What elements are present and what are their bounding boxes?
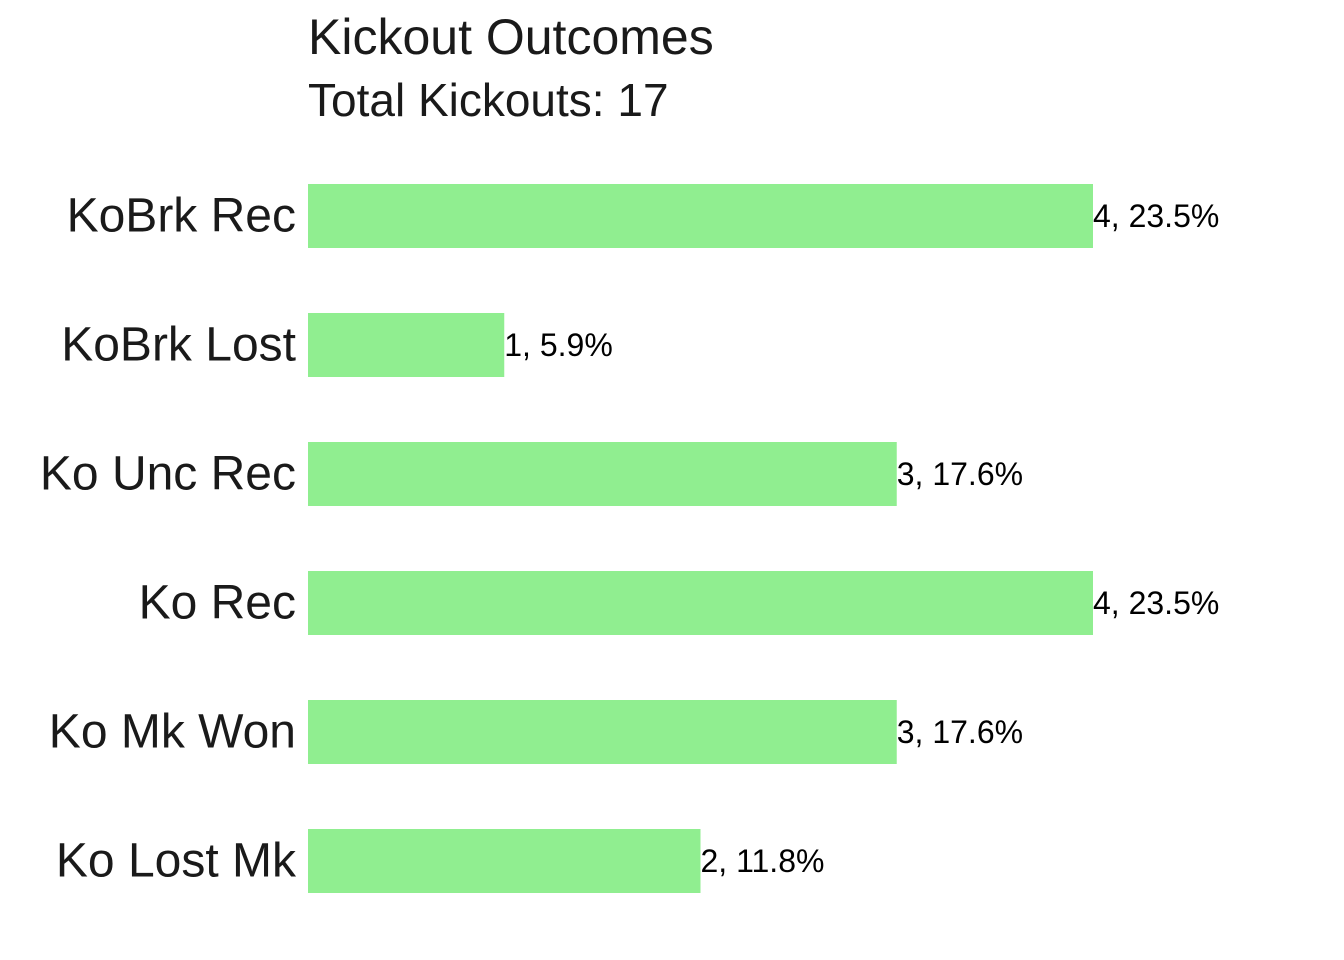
bar-5 <box>308 829 701 893</box>
category-label: KoBrk Rec <box>67 190 296 243</box>
data-label: 1, 5.9% <box>504 327 613 363</box>
chart-title: Kickout Outcomes <box>308 9 714 65</box>
bar-1 <box>308 313 505 377</box>
category-label: Ko Mk Won <box>49 706 296 759</box>
data-label: 3, 17.6% <box>897 456 1023 492</box>
bar-3 <box>308 571 1093 635</box>
category-label: Ko Rec <box>139 577 296 630</box>
bar-4 <box>308 700 897 764</box>
data-label: 4, 23.5% <box>1093 198 1219 234</box>
data-label: 2, 11.8% <box>701 843 825 879</box>
data-label: 4, 23.5% <box>1093 585 1219 621</box>
bars-group: KoBrk Rec 4, 23.5% KoBrk Lost 1, 5.9% Ko Unc… <box>40 184 1219 893</box>
category-label: Ko Unc Rec <box>40 448 296 501</box>
category-label: KoBrk Lost <box>61 319 296 372</box>
bar-2 <box>308 442 897 506</box>
bar-0 <box>308 184 1093 248</box>
data-label: 3, 17.6% <box>897 714 1023 750</box>
category-label: Ko Lost Mk <box>56 835 297 888</box>
chart-subtitle: Total Kickouts: 17 <box>308 74 669 126</box>
